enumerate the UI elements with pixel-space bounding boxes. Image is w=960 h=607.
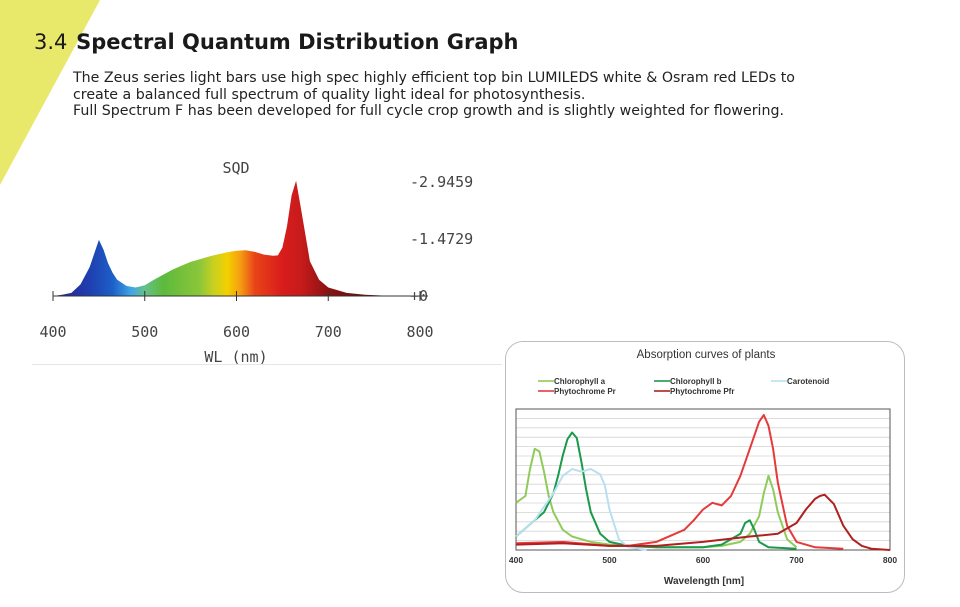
sqd-chart: 400 500 600 700 800 -2.9459 -1.4729 +0 SQD WL (nm…: [39, 159, 473, 366]
sqd-x-tick-label: 800: [406, 323, 433, 341]
absorption-chart: Absorption curves of plants Chlorophyll a…: [509, 349, 897, 587]
sqd-chart-title: SQD: [222, 159, 249, 177]
section-heading: 3.4 Spectral Quantum Distribution Graph: [34, 30, 519, 54]
divider-line: [32, 364, 502, 365]
section-number: 3.4: [34, 30, 68, 54]
sqd-y-tick-label: -2.9459: [410, 173, 473, 191]
legend-entry: Phytochrome Pfr: [670, 387, 734, 396]
legend-entry: Phytochrome Pr: [554, 387, 616, 396]
absorption-x-axis-label: Wavelength [nm]: [664, 576, 744, 587]
absorption-series-line-1: [515, 431, 797, 550]
absorption-x-tick-label: 600: [696, 555, 710, 565]
absorption-x-tick-label: 400: [509, 555, 523, 565]
absorption-plot-frame: [515, 408, 891, 551]
absorption-chart-panel: Absorption curves of plants Chlorophyll a…: [505, 341, 905, 593]
section-title: Spectral Quantum Distribution Graph: [76, 30, 519, 54]
absorption-x-tick-label: 800: [883, 555, 897, 565]
sqd-spectrum-area: [53, 180, 420, 296]
legend-entry: Carotenoid: [787, 377, 829, 386]
absorption-x-tick-label: 500: [602, 555, 616, 565]
intro-line-1: The Zeus series light bars use high spec…: [73, 70, 795, 86]
absorption-series-line-3: [515, 414, 844, 550]
absorption-chart-title: Absorption curves of plants: [637, 349, 776, 361]
absorption-series-line-4: [515, 493, 891, 551]
legend-entry: Chlorophyll a: [554, 377, 606, 386]
absorption-series-line-2: [515, 468, 648, 551]
yellow-corner-accent: [0, 0, 100, 185]
intro-line-2: create a balanced full spectrum of quali…: [73, 86, 586, 103]
sqd-x-tick-label: 600: [223, 323, 250, 341]
sqd-x-tick-label: 700: [315, 323, 342, 341]
legend-entry: Chlorophyll b: [670, 377, 722, 386]
sqd-x-tick-label: 500: [131, 323, 158, 341]
intro-text: The Zeus series light bars use high spec…: [73, 70, 795, 120]
sqd-y-tick-label: -1.4729: [410, 230, 473, 248]
sqd-x-tick-label: 400: [39, 323, 66, 341]
sqd-x-axis-label: WL (nm): [204, 348, 267, 366]
intro-line-3: Full Spectrum F has been developed for f…: [73, 103, 785, 119]
absorption-x-tick-label: 700: [789, 555, 803, 565]
sqd-y-tick-label: +0: [410, 287, 428, 305]
